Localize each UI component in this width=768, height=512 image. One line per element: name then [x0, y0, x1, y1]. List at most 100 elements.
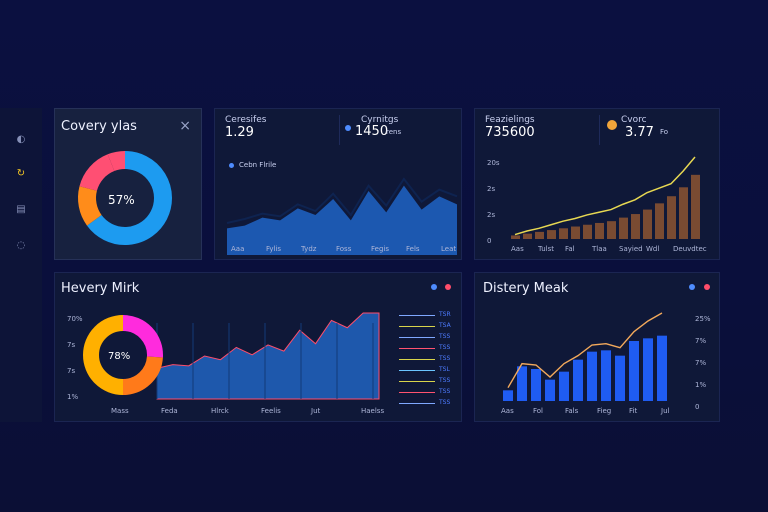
x-label: Haelss	[361, 407, 385, 415]
x-label: Aaa	[231, 245, 245, 253]
distery-bar	[503, 390, 513, 401]
cvorc-value: 3.77	[625, 125, 654, 140]
refresh-icon[interactable]: ↻	[16, 167, 26, 179]
donut-slice-1	[78, 186, 102, 226]
x-label: Foss	[336, 245, 352, 253]
y-label: 2s	[487, 185, 496, 193]
x-label: Fit	[629, 407, 638, 415]
distery-chart	[503, 312, 667, 401]
x-label: Fals	[565, 407, 579, 415]
legend-line	[399, 315, 435, 316]
feazielings-bar	[667, 196, 676, 239]
covery-title: Covery ylas	[61, 119, 137, 134]
settings-icon[interactable]: ◌	[16, 239, 26, 251]
feazielings-bar	[559, 228, 568, 239]
cebn-flrile-legend: Cebn Flrile	[239, 161, 277, 169]
cyrnitgs-suffix: rens	[386, 128, 402, 136]
legend-line	[399, 359, 435, 360]
donut-slice-1	[122, 356, 163, 395]
legend-label: TSS	[439, 333, 451, 340]
legend-line	[399, 392, 435, 393]
x-label: Deuvdtec	[673, 245, 707, 253]
feazielings-bar	[535, 231, 544, 239]
feazielings-bar	[631, 214, 640, 239]
hevery-area	[156, 312, 380, 400]
legend-line	[399, 348, 435, 349]
distery-title: Distery Meak	[483, 281, 569, 296]
feazielings-panel: Feazielings 735600 Cvorc 3.77 Fo 20s 2s 2s…	[474, 108, 720, 260]
covery-donut	[78, 151, 172, 245]
document-icon[interactable]: ▤	[16, 203, 26, 215]
y-label: 1%	[67, 393, 79, 401]
distery-line	[507, 312, 663, 389]
feazielings-bar	[583, 224, 592, 239]
hevery-dot-blue	[431, 284, 437, 290]
x-label: Fieg	[597, 407, 612, 415]
distery-bar	[657, 335, 667, 401]
legend-label: TSS	[439, 388, 451, 395]
legend-label: TSA	[439, 322, 451, 329]
legend-line	[399, 403, 435, 404]
y-label: 7%	[695, 359, 707, 367]
close-icon[interactable]: ×	[179, 118, 191, 134]
y-label: 7s	[67, 341, 76, 349]
x-label: Mass	[111, 407, 129, 415]
feazielings-bar	[655, 203, 664, 239]
ceresifes-value: 1.29	[225, 125, 254, 140]
y-label: 0	[695, 403, 700, 411]
y-label: 0	[487, 237, 492, 245]
distery-panel: Distery Meak 25% 7% 7% 1% 0 Aas Fol Fals Fieg Fi…	[474, 272, 720, 422]
donut-slice-2	[79, 154, 115, 192]
x-label: Fol	[533, 407, 544, 415]
y-label: 25%	[695, 315, 711, 323]
y-label: 2s	[487, 211, 496, 219]
x-label: Fylis	[266, 245, 282, 253]
feazielings-bar	[595, 222, 604, 239]
y-label: 7%	[695, 337, 707, 345]
legend-dot	[229, 163, 234, 168]
distery-bar	[559, 371, 569, 401]
distery-bar	[629, 341, 639, 401]
legend-line	[399, 381, 435, 382]
feazielings-bar	[643, 209, 652, 239]
distery-dot-red	[704, 284, 710, 290]
feazielings-bar	[571, 226, 580, 239]
distery-bar	[545, 379, 555, 401]
x-label: Tydz	[301, 245, 317, 253]
y-label: 7s	[67, 367, 76, 375]
ceresifes-area	[227, 185, 457, 255]
cyrnitgs-dot	[345, 125, 351, 131]
x-label: Hlrck	[211, 407, 229, 415]
distery-dot-blue	[689, 284, 695, 290]
x-label: Jul	[661, 407, 670, 415]
covery-donut-label: 57%	[108, 193, 135, 207]
legend-label: TSS	[439, 344, 451, 351]
legend-line	[399, 337, 435, 338]
covery-card: Covery ylas × 57%	[54, 108, 202, 260]
ceresifes-label: Ceresifes	[225, 115, 267, 125]
legend-line	[399, 370, 435, 371]
hevery-donut	[83, 315, 163, 395]
hevery-title: Hevery Mirk	[61, 281, 140, 296]
feazielings-line	[514, 156, 696, 236]
distery-bar	[517, 366, 527, 401]
feazielings-bar	[511, 235, 520, 239]
x-label: Feelis	[261, 407, 281, 415]
x-label: Tlaa	[592, 245, 607, 253]
circle-c-icon[interactable]: ◐	[16, 133, 26, 145]
distery-bar	[643, 338, 653, 401]
legend-label: TSS	[439, 399, 451, 406]
distery-bar	[601, 350, 611, 401]
feazielings-value: 735600	[485, 125, 535, 140]
donut-slice-0	[86, 151, 172, 245]
x-label: Sayied	[619, 245, 643, 253]
hevery-dot-red	[445, 284, 451, 290]
feazielings-bar	[547, 230, 556, 239]
x-label: Aas	[511, 245, 524, 253]
distery-bar	[615, 355, 625, 401]
legend-label: TSR	[439, 311, 451, 318]
legend-line	[399, 326, 435, 327]
sidebar: ◐ ↻ ▤ ◌	[0, 108, 42, 422]
feazielings-bar	[523, 233, 532, 239]
y-label: 1%	[695, 381, 707, 389]
